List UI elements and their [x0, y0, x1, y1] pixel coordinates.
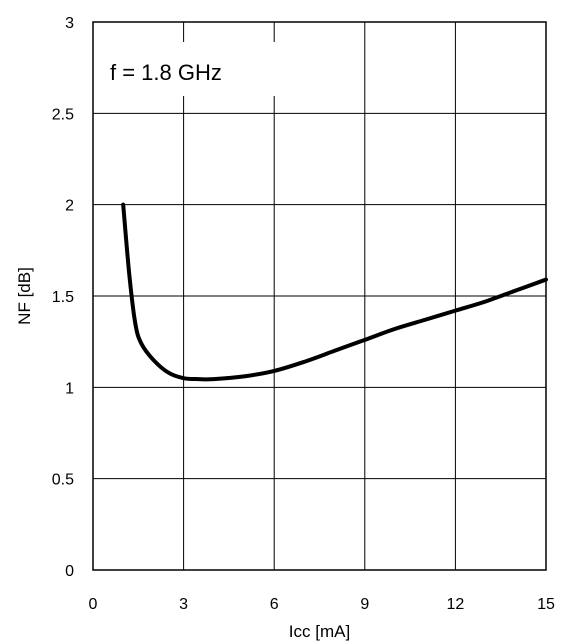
y-tick-label-2: 1	[65, 380, 74, 397]
series-layer	[121, 202, 548, 382]
annotation-background	[96, 42, 278, 96]
y-tick-labels: 0 0.5 1 1.5 2 2.5 3	[52, 15, 74, 580]
y-tick-label-5: 2.5	[52, 106, 74, 123]
x-tick-labels: 0 3 6 9 12 15	[89, 596, 555, 613]
y-tick-label-4: 2	[65, 198, 74, 215]
x-tick-label-3: 9	[360, 596, 369, 613]
y-tick-label-6: 3	[65, 15, 74, 32]
frequency-annotation: f = 1.8 GHz	[110, 60, 222, 85]
series-line-0	[121, 202, 548, 382]
x-axis-title: Icc [mA]	[289, 622, 350, 641]
grid-lines	[93, 22, 546, 570]
y-axis-title: NF [dB]	[15, 267, 34, 325]
x-tick-label-5: 15	[537, 596, 555, 613]
x-tick-label-4: 12	[447, 596, 465, 613]
x-tick-label-0: 0	[89, 596, 98, 613]
x-tick-label-2: 6	[270, 596, 279, 613]
x-tick-label-1: 3	[179, 596, 188, 613]
plot-frame	[92, 21, 547, 571]
y-tick-label-0: 0	[65, 563, 74, 580]
y-tick-label-1: 0.5	[52, 472, 74, 489]
y-tick-label-3: 1.5	[52, 289, 74, 306]
